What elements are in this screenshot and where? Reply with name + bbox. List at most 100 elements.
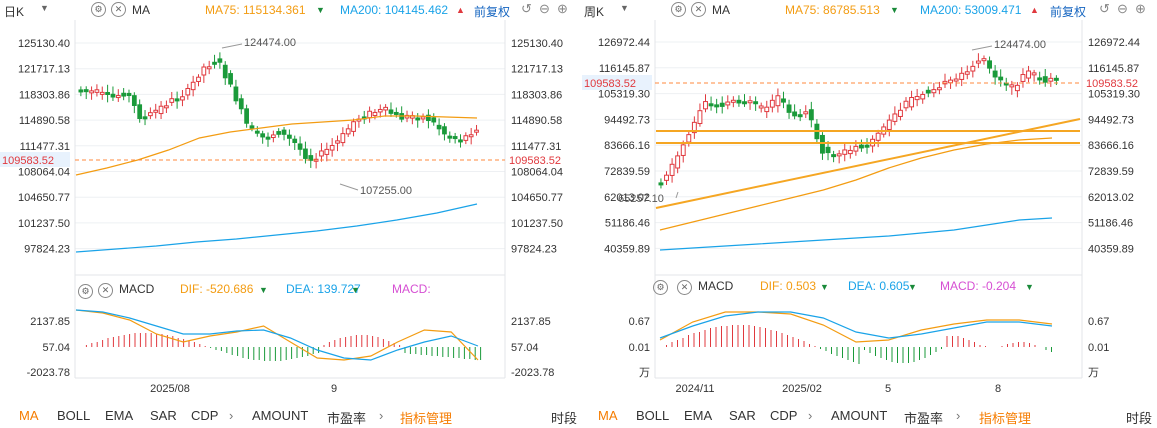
candle bbox=[452, 136, 458, 140]
indicator-manage-button[interactable]: 指标管理 bbox=[979, 411, 1032, 426]
high-pointer bbox=[221, 43, 243, 49]
plus-icon[interactable]: ⊕ bbox=[557, 1, 568, 16]
plus-icon[interactable]: ⊕ bbox=[1135, 1, 1146, 16]
settings-icon[interactable]: ⚙ bbox=[671, 2, 686, 17]
settings-icon[interactable]: ⚙ bbox=[78, 284, 93, 299]
restore-rights-button[interactable]: 前复权 bbox=[1050, 5, 1087, 19]
time-period-button[interactable]: 时段 bbox=[551, 411, 578, 426]
candle bbox=[217, 58, 223, 63]
down-arrow-icon: ▼ bbox=[908, 282, 917, 292]
tab-cdp[interactable]: CDP bbox=[770, 408, 798, 423]
candle bbox=[708, 103, 714, 107]
down-arrow-icon: ▼ bbox=[316, 5, 325, 15]
price-tick-left: 62013.02 bbox=[604, 192, 650, 204]
chevron-right-icon[interactable]: › bbox=[956, 408, 961, 423]
minus-icon[interactable]: ⊖ bbox=[539, 1, 550, 16]
chevron-right-icon[interactable]: › bbox=[808, 408, 813, 423]
tab-ema[interactable]: EMA bbox=[105, 408, 134, 423]
tab-boll[interactable]: BOLL bbox=[57, 408, 91, 423]
price-tick-right: 111477.31 bbox=[511, 141, 561, 153]
tab-cdp[interactable]: CDP bbox=[191, 408, 219, 423]
candle bbox=[658, 182, 664, 186]
chevron-down-icon[interactable]: ▼ bbox=[40, 3, 49, 13]
low-label: 65257.10 bbox=[618, 193, 664, 205]
close-icon[interactable]: ✕ bbox=[111, 2, 126, 17]
period-selector[interactable]: 日K bbox=[4, 5, 25, 19]
down-arrow-icon: ▼ bbox=[890, 5, 899, 15]
price-tick-left: 51186.46 bbox=[605, 218, 650, 230]
x-axis-label: 2025/08 bbox=[150, 383, 190, 395]
high-label: 124474.00 bbox=[244, 37, 296, 49]
candle bbox=[148, 112, 153, 117]
trendline bbox=[655, 118, 1081, 209]
settings-icon[interactable]: ⚙ bbox=[653, 280, 668, 295]
tab-ma[interactable]: MA bbox=[19, 408, 39, 423]
price-tick-left: 111477.31 bbox=[20, 141, 70, 153]
candle bbox=[758, 105, 764, 109]
up-arrow-icon: ▲ bbox=[456, 5, 465, 15]
candle bbox=[1009, 84, 1015, 88]
current-price-label: 109583.52 bbox=[509, 155, 561, 167]
chevron-down-icon[interactable]: ▼ bbox=[620, 3, 629, 13]
dea-value: DEA: 139.727 bbox=[286, 282, 361, 296]
candle bbox=[169, 98, 175, 103]
price-tick-left: 116145.87 bbox=[599, 63, 650, 75]
daily-chart-panel: 日K ▼ ⚙ ✕ MA MA75: 115134.361 ▼ MA200: 10… bbox=[0, 1, 580, 420]
price-tick-right: 62013.02 bbox=[1088, 192, 1134, 204]
candle bbox=[142, 116, 148, 120]
tab-ma[interactable]: MA bbox=[598, 408, 618, 423]
candle bbox=[83, 89, 89, 93]
indicator-manage-button[interactable]: 指标管理 bbox=[400, 411, 453, 426]
candle bbox=[703, 101, 708, 110]
undo-icon[interactable]: ↺ bbox=[1099, 1, 1110, 16]
close-icon[interactable]: ✕ bbox=[677, 280, 692, 295]
candle bbox=[137, 104, 143, 120]
candle bbox=[287, 134, 292, 139]
period-selector[interactable]: 周K bbox=[584, 5, 605, 19]
candle bbox=[377, 108, 383, 113]
tab-pe-ratio[interactable]: 市盈率 bbox=[904, 411, 944, 426]
dea-line bbox=[659, 311, 1053, 339]
candle bbox=[669, 163, 675, 176]
candle bbox=[244, 108, 249, 124]
candle bbox=[719, 102, 725, 107]
tab-sar[interactable]: SAR bbox=[150, 408, 177, 423]
weekly-kline-chart[interactable]: 126972.44 126972.44 116145.87 116145.87 1053… bbox=[580, 20, 1157, 420]
candle bbox=[970, 65, 976, 72]
ma200-line bbox=[75, 203, 478, 253]
ma-indicator-label: MA bbox=[132, 3, 150, 17]
close-icon[interactable]: ✕ bbox=[691, 2, 706, 17]
settings-icon[interactable]: ⚙ bbox=[91, 2, 106, 17]
ma75-value: MA75: 86785.513 bbox=[785, 3, 880, 17]
weekly-macd-bar: ⚙ ✕ MACD DIF: 0.503 ▼ DEA: 0.605 ▼ MACD:… bbox=[580, 279, 1157, 295]
tab-pe-ratio[interactable]: 市盈率 bbox=[327, 411, 367, 426]
tab-amount[interactable]: AMOUNT bbox=[831, 408, 888, 423]
candle bbox=[948, 79, 954, 84]
tab-boll[interactable]: BOLL bbox=[636, 408, 670, 423]
undo-icon[interactable]: ↺ bbox=[521, 1, 532, 16]
restore-rights-button[interactable]: 前复权 bbox=[474, 5, 511, 19]
chevron-right-icon[interactable]: › bbox=[379, 408, 384, 423]
close-icon[interactable]: ✕ bbox=[98, 283, 113, 298]
candle bbox=[725, 101, 731, 106]
candle bbox=[1042, 76, 1048, 83]
macd-tick-right: 万 bbox=[1088, 367, 1099, 379]
down-arrow-icon: ▼ bbox=[259, 285, 268, 295]
price-tick-left: 104650.77 bbox=[18, 192, 70, 204]
daily-kline-chart[interactable]: 125130.40 125130.40 121717.13 121717.13 1183… bbox=[0, 20, 580, 420]
macd-tick-right: 0.01 bbox=[1088, 342, 1109, 354]
candle bbox=[420, 116, 426, 120]
chevron-right-icon[interactable]: › bbox=[229, 408, 234, 423]
candle bbox=[747, 100, 753, 104]
tab-amount[interactable]: AMOUNT bbox=[252, 408, 309, 423]
tab-sar[interactable]: SAR bbox=[729, 408, 756, 423]
minus-icon[interactable]: ⊖ bbox=[1117, 1, 1128, 16]
candle bbox=[233, 86, 239, 102]
candle bbox=[388, 109, 394, 114]
candle bbox=[792, 111, 798, 117]
tab-ema[interactable]: EMA bbox=[684, 408, 713, 423]
price-tick-right: 51186.46 bbox=[1088, 218, 1133, 230]
dif-line bbox=[659, 311, 1053, 343]
time-period-button[interactable]: 时段 bbox=[1126, 411, 1153, 426]
candle bbox=[190, 81, 196, 91]
